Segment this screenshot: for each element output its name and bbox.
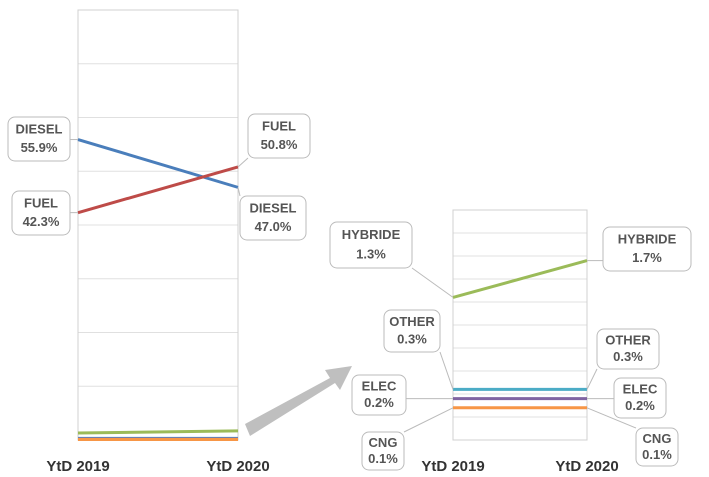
series-name: OTHER [605, 332, 651, 347]
series-name: HYBRIDE [618, 232, 677, 247]
data-label: 0.3% [613, 349, 643, 364]
callout-box [361, 431, 405, 471]
series-name: ELEC [623, 381, 658, 396]
x-tick-label: YtD 2020 [206, 458, 269, 475]
callout-box [596, 328, 660, 370]
series-name: FUEL [24, 196, 58, 211]
x-tick-label: YtD 2019 [421, 458, 484, 475]
data-label: 0.1% [368, 451, 398, 466]
series-name: OTHER [389, 314, 435, 329]
x-tick-label: YtD 2020 [555, 458, 618, 475]
x-tick-label: YtD 2019 [46, 458, 109, 475]
data-label: 42.3% [23, 214, 60, 229]
callout-pointer [403, 407, 454, 433]
series-name: DIESEL [250, 201, 297, 216]
data-label: 55.9% [21, 140, 58, 155]
callout-box [329, 221, 413, 269]
series-name: ELEC [362, 378, 397, 393]
data-label: 0.2% [625, 398, 655, 413]
callout-box [602, 226, 692, 272]
series-name: DIESEL [16, 122, 63, 137]
callout-pointer [411, 267, 454, 298]
series-line [77, 429, 239, 435]
callout-pointer [237, 157, 249, 168]
series-name: HYBRIDE [342, 227, 401, 242]
callout-pointer [439, 351, 454, 390]
callout-pointer [586, 368, 598, 390]
series-line [77, 138, 239, 189]
zoom-arrow [245, 366, 352, 436]
callout-box [7, 116, 71, 162]
callout-box [239, 195, 307, 241]
callout-box [613, 377, 667, 419]
data-label: 47.0% [255, 219, 292, 234]
data-label: 0.1% [642, 447, 672, 462]
callout-box [247, 113, 311, 159]
callout-pointer [237, 187, 241, 197]
series-name: FUEL [262, 119, 296, 134]
data-label: 0.3% [397, 332, 427, 347]
callout-box [635, 427, 679, 467]
callout-box [11, 190, 71, 236]
callout-pointer [586, 407, 637, 429]
series-name: CNG [369, 435, 398, 450]
data-label: 1.7% [632, 250, 662, 265]
data-label: 50.8% [261, 137, 298, 152]
series-line [452, 259, 588, 299]
data-label: 0.2% [364, 395, 394, 410]
plot-border [452, 209, 588, 441]
callout-box [351, 374, 407, 416]
series-line [77, 165, 239, 215]
series-name: CNG [643, 431, 672, 446]
data-label: 1.3% [356, 247, 386, 262]
callout-box [383, 309, 441, 353]
